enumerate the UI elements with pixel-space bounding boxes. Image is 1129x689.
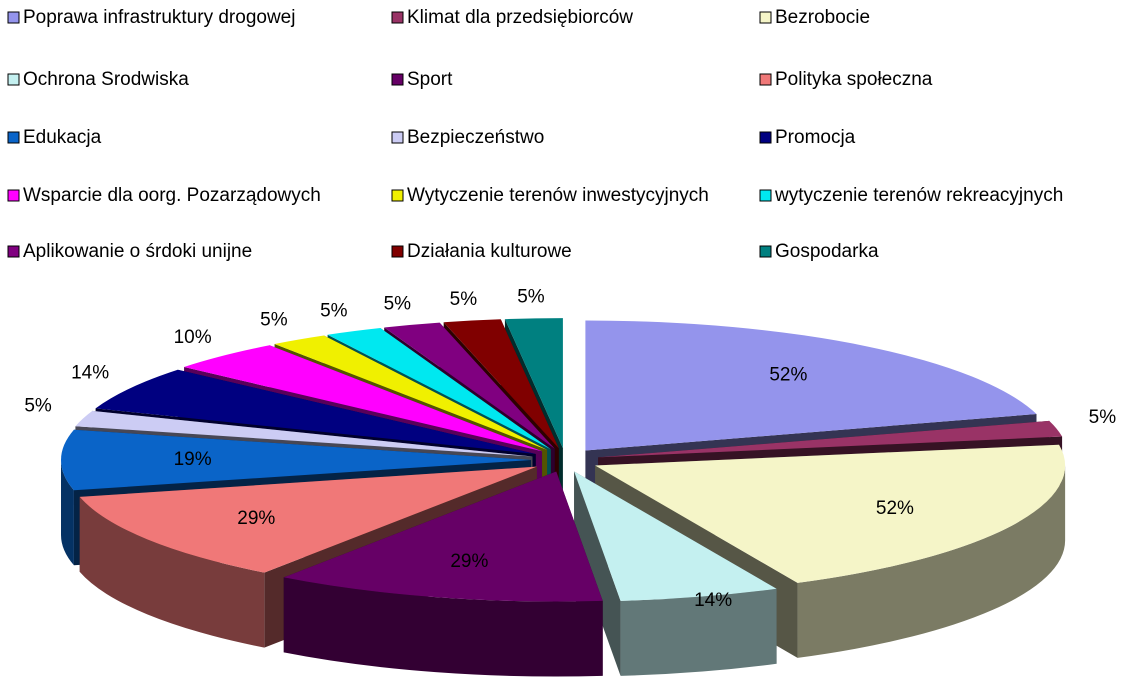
slice — [79, 466, 537, 573]
legend-swatch — [759, 189, 772, 202]
slice — [574, 471, 777, 601]
legend-label: Wsparcie dla oorg. Pozarządowych — [23, 185, 321, 206]
legend-label: Bezpieczeństwo — [407, 127, 544, 148]
legend-label: Edukacja — [23, 127, 102, 148]
legend-swatch — [391, 189, 404, 202]
legend-label: Wytyczenie terenów inwestycyjnych — [407, 185, 709, 206]
slice — [598, 420, 1063, 458]
slice-side — [797, 465, 1066, 658]
slice-group — [283, 471, 603, 677]
data-label: 29% — [450, 551, 488, 572]
data-label: 5% — [320, 300, 348, 321]
data-label: 10% — [174, 327, 212, 348]
slice — [443, 319, 559, 449]
legend-label: wytyczenie terenów rekreacyjnych — [774, 185, 1063, 206]
data-label: 5% — [517, 286, 545, 307]
legend-swatch — [7, 73, 20, 86]
data-label: 52% — [769, 365, 807, 386]
legend-label: Promocja — [775, 127, 856, 148]
legend-swatch — [7, 131, 20, 144]
legend-swatch — [391, 11, 404, 24]
legend-swatch — [391, 73, 404, 86]
legend-swatch — [391, 131, 404, 144]
legend-label: Sport — [407, 69, 453, 90]
slice — [274, 335, 548, 450]
legend-label: Bezrobocie — [775, 7, 870, 28]
legend-swatch — [759, 245, 772, 258]
slice — [95, 369, 536, 454]
legend-label: Gospodarka — [775, 241, 879, 262]
legend-label: Klimat dla przedsiębiorców — [407, 7, 633, 28]
slice-group — [574, 471, 777, 676]
data-label: 5% — [384, 293, 412, 314]
legend-swatch — [7, 11, 20, 24]
slice-side — [79, 496, 265, 648]
legend-label: Aplikowanie o śrdoki unijne — [23, 241, 252, 262]
legend-swatch — [759, 131, 772, 144]
data-label: 14% — [694, 590, 732, 611]
legend-swatch — [391, 245, 404, 258]
legend-swatch — [759, 11, 772, 24]
data-label: 5% — [1089, 407, 1117, 428]
legend-swatch — [7, 245, 20, 258]
slice — [327, 328, 551, 450]
data-label: 52% — [876, 498, 914, 519]
slice — [504, 318, 563, 449]
data-label: 19% — [174, 449, 212, 470]
slice — [60, 429, 532, 491]
data-label: 29% — [237, 508, 275, 529]
legend-swatch — [7, 189, 20, 202]
legend-swatch — [759, 73, 772, 86]
slice-side — [61, 460, 74, 566]
legend-label: Polityka społeczna — [775, 69, 933, 90]
legend-label: Ochrona Srodwiska — [23, 69, 189, 90]
data-label: 14% — [71, 362, 109, 383]
slice — [283, 471, 603, 602]
slice-wall — [574, 471, 621, 676]
slice — [384, 322, 555, 449]
data-label: 5% — [24, 396, 52, 417]
slice — [585, 320, 1037, 451]
slice — [184, 345, 543, 452]
legend-label: Poprawa infrastruktury drogowej — [23, 7, 295, 28]
slice-side — [620, 588, 777, 676]
slice — [75, 410, 533, 457]
legend-label: Działania kulturowe — [407, 241, 572, 262]
slice — [595, 444, 1066, 583]
slice-side — [283, 577, 603, 677]
data-label: 5% — [260, 309, 288, 330]
data-label: 5% — [450, 289, 478, 310]
